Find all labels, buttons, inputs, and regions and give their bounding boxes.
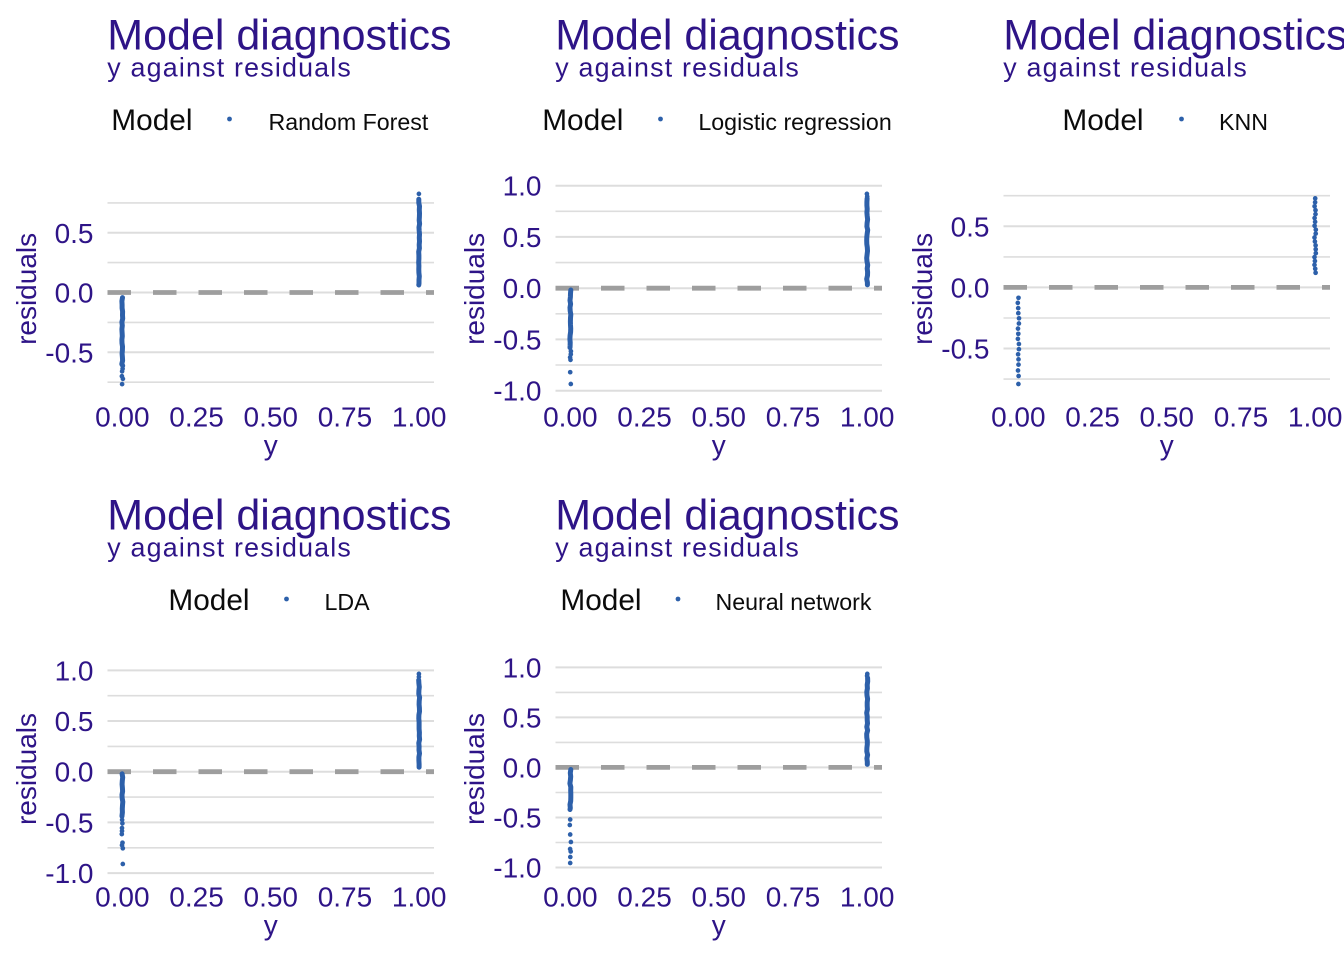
svg-text:KNN: KNN bbox=[1219, 109, 1268, 135]
svg-text:0.00: 0.00 bbox=[543, 882, 598, 913]
svg-text:Model: Model bbox=[560, 584, 641, 617]
svg-text:residuals: residuals bbox=[11, 233, 42, 345]
svg-text:0.0: 0.0 bbox=[503, 273, 542, 304]
svg-text:Model diagnostics: Model diagnostics bbox=[107, 492, 451, 540]
svg-text:0.00: 0.00 bbox=[991, 402, 1046, 433]
svg-text:0.25: 0.25 bbox=[169, 402, 224, 433]
svg-text:y against residuals: y against residuals bbox=[555, 52, 800, 82]
svg-text:Model diagnostics: Model diagnostics bbox=[107, 12, 451, 60]
svg-text:1.00: 1.00 bbox=[392, 882, 447, 913]
svg-text:0.50: 0.50 bbox=[244, 402, 299, 433]
svg-text:0.5: 0.5 bbox=[951, 211, 990, 242]
svg-text:1.0: 1.0 bbox=[55, 655, 94, 686]
svg-text:0.75: 0.75 bbox=[318, 402, 373, 433]
svg-text:Neural network: Neural network bbox=[716, 589, 872, 615]
svg-text:Model: Model bbox=[111, 104, 192, 137]
svg-text:0.50: 0.50 bbox=[692, 882, 747, 913]
svg-text:-0.5: -0.5 bbox=[45, 807, 93, 838]
svg-text:y: y bbox=[712, 430, 726, 461]
svg-text:Model diagnostics: Model diagnostics bbox=[1003, 12, 1344, 60]
svg-text:-0.5: -0.5 bbox=[493, 324, 541, 355]
svg-text:0.75: 0.75 bbox=[1214, 402, 1269, 433]
svg-text:0.00: 0.00 bbox=[95, 402, 150, 433]
svg-text:0.50: 0.50 bbox=[1140, 402, 1195, 433]
svg-text:residuals: residuals bbox=[11, 713, 42, 825]
svg-text:-0.5: -0.5 bbox=[45, 337, 93, 368]
svg-text:1.0: 1.0 bbox=[503, 171, 542, 202]
svg-text:y against residuals: y against residuals bbox=[107, 52, 352, 82]
svg-text:Model diagnostics: Model diagnostics bbox=[555, 12, 899, 60]
svg-text:Model: Model bbox=[1062, 104, 1143, 137]
svg-text:0.25: 0.25 bbox=[617, 402, 672, 433]
svg-text:residuals: residuals bbox=[459, 713, 490, 825]
svg-text:0.0: 0.0 bbox=[503, 752, 542, 783]
svg-text:0.5: 0.5 bbox=[55, 218, 94, 249]
svg-text:1.00: 1.00 bbox=[1288, 402, 1343, 433]
svg-text:1.00: 1.00 bbox=[840, 402, 895, 433]
svg-text:0.75: 0.75 bbox=[318, 882, 373, 913]
svg-text:0.0: 0.0 bbox=[55, 757, 94, 788]
svg-text:0.5: 0.5 bbox=[503, 702, 542, 733]
svg-text:-0.5: -0.5 bbox=[493, 803, 541, 834]
svg-text:y against residuals: y against residuals bbox=[555, 532, 800, 562]
svg-text:0.25: 0.25 bbox=[617, 882, 672, 913]
svg-text:Model: Model bbox=[168, 584, 249, 617]
svg-text:0.75: 0.75 bbox=[766, 402, 821, 433]
svg-text:Model diagnostics: Model diagnostics bbox=[555, 492, 899, 540]
svg-text:1.00: 1.00 bbox=[840, 882, 895, 913]
svg-text:residuals: residuals bbox=[459, 233, 490, 345]
svg-text:0.50: 0.50 bbox=[244, 882, 299, 913]
svg-text:Model: Model bbox=[542, 104, 623, 137]
svg-text:y: y bbox=[712, 910, 726, 941]
svg-text:0.50: 0.50 bbox=[692, 402, 747, 433]
svg-text:y against residuals: y against residuals bbox=[1003, 52, 1248, 82]
svg-text:0.0: 0.0 bbox=[951, 272, 990, 303]
svg-text:0.5: 0.5 bbox=[503, 222, 542, 253]
svg-text:Random Forest: Random Forest bbox=[269, 109, 429, 135]
svg-text:0.75: 0.75 bbox=[766, 882, 821, 913]
svg-text:0.0: 0.0 bbox=[55, 278, 94, 309]
svg-text:1.0: 1.0 bbox=[503, 652, 542, 683]
svg-text:0.00: 0.00 bbox=[543, 402, 598, 433]
svg-text:1.00: 1.00 bbox=[392, 402, 447, 433]
svg-text:y: y bbox=[1160, 430, 1174, 461]
svg-text:0.00: 0.00 bbox=[95, 882, 150, 913]
svg-text:y against residuals: y against residuals bbox=[107, 532, 352, 562]
svg-text:y: y bbox=[264, 430, 278, 461]
svg-text:residuals: residuals bbox=[907, 233, 938, 345]
svg-text:-1.0: -1.0 bbox=[493, 376, 541, 407]
svg-text:-1.0: -1.0 bbox=[45, 858, 93, 889]
svg-text:-0.5: -0.5 bbox=[941, 334, 989, 365]
svg-text:0.5: 0.5 bbox=[55, 706, 94, 737]
svg-text:0.25: 0.25 bbox=[1065, 402, 1120, 433]
svg-text:y: y bbox=[264, 910, 278, 941]
svg-text:-1.0: -1.0 bbox=[493, 853, 541, 884]
svg-text:LDA: LDA bbox=[325, 589, 371, 615]
svg-text:Logistic regression: Logistic regression bbox=[698, 109, 891, 135]
svg-text:0.25: 0.25 bbox=[169, 882, 224, 913]
